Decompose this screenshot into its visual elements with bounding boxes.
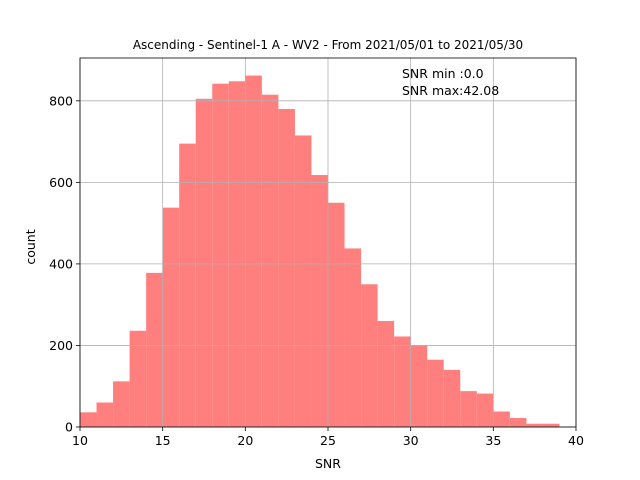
histogram-bar bbox=[460, 391, 477, 427]
histogram-bar bbox=[179, 143, 196, 427]
histogram-bar bbox=[311, 175, 328, 427]
histogram-bar bbox=[476, 393, 494, 427]
histogram-bar bbox=[328, 202, 345, 427]
histogram-bar bbox=[394, 336, 411, 427]
histogram-bar bbox=[361, 284, 378, 427]
histogram-bar bbox=[443, 369, 461, 427]
y-tick-label: 400 bbox=[49, 256, 73, 271]
histogram-bar bbox=[261, 94, 279, 427]
x-tick-label: 10 bbox=[72, 433, 88, 448]
x-tick-label: 35 bbox=[485, 433, 501, 448]
x-tick-label: 20 bbox=[237, 433, 253, 448]
histogram-bar bbox=[195, 98, 213, 427]
annotation-snr-max: SNR max:42.08 bbox=[402, 83, 499, 98]
histogram-bar bbox=[427, 359, 444, 427]
histogram-bar bbox=[377, 320, 395, 427]
histogram-bar bbox=[294, 135, 312, 428]
histogram-bar bbox=[80, 412, 97, 427]
histogram-bar bbox=[146, 272, 163, 427]
chart-title: Ascending - Sentinel-1 A - WV2 - From 20… bbox=[133, 38, 523, 52]
x-tick-label: 30 bbox=[403, 433, 419, 448]
histogram-bar bbox=[162, 207, 180, 427]
x-tick-label: 40 bbox=[568, 433, 584, 448]
histogram-bar bbox=[410, 345, 428, 427]
histogram-bar bbox=[113, 381, 130, 427]
histogram-bar bbox=[344, 248, 362, 427]
x-tick-label: 25 bbox=[320, 433, 336, 448]
histogram-bar bbox=[526, 423, 543, 427]
histogram-bar bbox=[129, 330, 147, 427]
y-tick-label: 200 bbox=[49, 338, 73, 353]
y-tick-label: 600 bbox=[49, 175, 73, 190]
histogram-bar bbox=[542, 423, 560, 427]
annotation-snr-min: SNR min :0.0 bbox=[402, 66, 484, 81]
histogram-bar bbox=[278, 108, 295, 427]
histogram-bar bbox=[493, 411, 510, 427]
y-axis-label: count bbox=[23, 229, 38, 264]
histogram-bar bbox=[228, 81, 246, 428]
histogram-bar bbox=[245, 75, 262, 428]
histogram-bar bbox=[212, 83, 229, 428]
histogram-bar bbox=[96, 402, 114, 427]
histogram-bar bbox=[509, 418, 527, 427]
y-tick-label: 0 bbox=[65, 420, 73, 435]
x-axis-label: SNR bbox=[315, 456, 341, 471]
y-tick-label: 800 bbox=[49, 93, 73, 108]
x-tick-label: 15 bbox=[155, 433, 171, 448]
